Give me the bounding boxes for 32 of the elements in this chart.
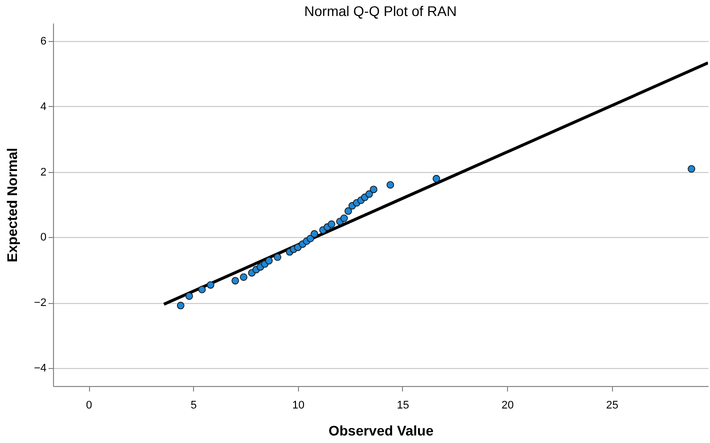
y-tick-label: 4 <box>40 100 46 113</box>
x-tick-label: 25 <box>606 400 618 412</box>
y-tick-label: 6 <box>40 35 46 48</box>
point <box>365 190 373 198</box>
point <box>310 230 318 238</box>
point <box>198 286 206 294</box>
point <box>340 214 348 222</box>
point <box>274 253 282 261</box>
point <box>232 276 240 284</box>
x-axis-title: Observed Value <box>328 422 434 438</box>
y-tick-label: 2 <box>40 166 46 178</box>
y-tick-label: −4 <box>34 362 46 375</box>
x-tick-label: 0 <box>86 400 92 412</box>
point <box>176 302 184 310</box>
x-tick-label: 15 <box>396 400 410 412</box>
point <box>240 273 248 281</box>
point <box>688 165 696 173</box>
point <box>370 186 378 194</box>
point <box>432 174 440 182</box>
y-axis-title: Expected Normal <box>4 148 20 262</box>
point <box>344 207 352 215</box>
point <box>265 257 273 264</box>
x-tick-label: 10 <box>292 400 304 412</box>
y-tick-label: 0 <box>40 232 46 244</box>
point <box>386 181 394 189</box>
x-tick-label: 5 <box>190 400 197 412</box>
x-tick-label: 20 <box>501 400 514 412</box>
point <box>328 220 336 228</box>
point <box>206 281 214 289</box>
y-tick-label: −2 <box>34 297 46 310</box>
chart-title: Normal Q-Q Plot of RAN <box>304 3 457 19</box>
point <box>185 292 193 300</box>
